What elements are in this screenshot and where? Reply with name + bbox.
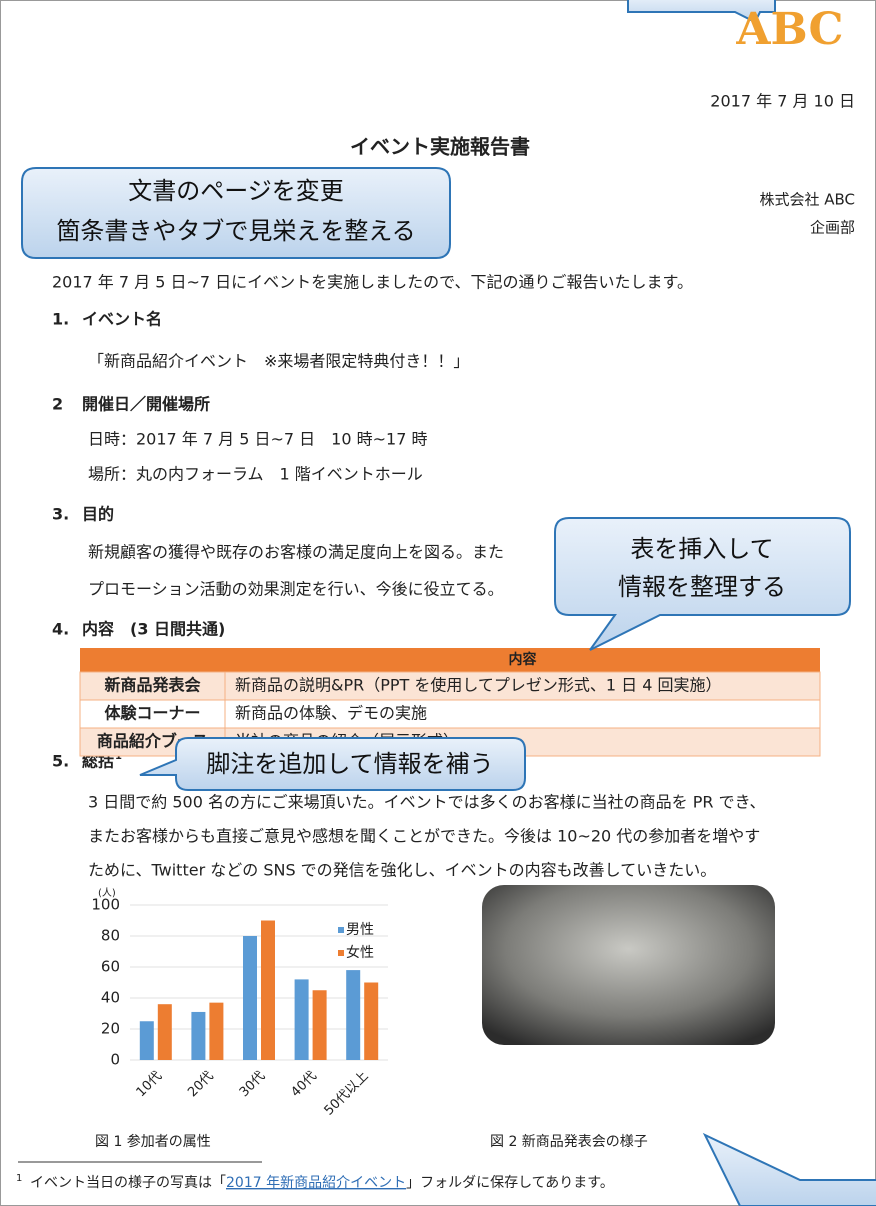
- footnote-mark: 1: [16, 1173, 22, 1184]
- section-heading: 開催日／開催場所: [82, 395, 210, 414]
- bar: [158, 1004, 172, 1060]
- section-line: ために、Twitter などの SNS での発信を強化し、イベントの内容も改善し…: [88, 861, 716, 880]
- bar: [140, 1021, 154, 1060]
- intro: 2017 年 7 月 5 日~7 日にイベントを実施しましたので、下記の通りご報…: [52, 273, 693, 292]
- section-line: 新規顧客の獲得や既存のお客様の満足度向上を図る。また: [88, 543, 504, 562]
- bar: [243, 936, 257, 1060]
- legend-swatch: [338, 950, 344, 956]
- table-cell: 新商品発表会: [104, 676, 200, 695]
- legend-swatch: [338, 927, 344, 933]
- legend-label: 女性: [346, 944, 374, 961]
- table-header-cell: 内容: [509, 651, 537, 668]
- section-number: 5.: [52, 752, 69, 771]
- y-tick-label: 80: [101, 927, 120, 945]
- table-cell: 新商品の体験、デモの実施: [235, 704, 427, 723]
- table-cell: 体験コーナー: [104, 704, 200, 723]
- section-number: 2: [52, 395, 63, 414]
- bar: [261, 921, 275, 1061]
- section-line: 場所：丸の内フォーラム 1 階イベントホール: [88, 465, 423, 484]
- table-cell: 新商品の説明&PR（PPT を使用してプレゼン形式、1 日 4 回実施）: [235, 676, 722, 695]
- logo: ABC: [735, 4, 843, 55]
- bar: [364, 983, 378, 1061]
- callout-text: 表を挿入して: [630, 535, 773, 563]
- section-number: 1.: [52, 310, 69, 329]
- footnote-text: イベント当日の様子の写真は「: [30, 1175, 226, 1191]
- section-number: 4.: [52, 620, 69, 639]
- footnote-text: 」フォルダに保存してあります。: [406, 1175, 614, 1191]
- footnote: イベント当日の様子の写真は「2017 年新商品紹介イベント」フォルダに保存してあ…: [30, 1175, 614, 1191]
- table-header: [80, 648, 820, 672]
- caption: 図 1 参加者の属性: [95, 1133, 211, 1150]
- y-tick-label: 40: [101, 989, 120, 1007]
- section-heading: 目的: [82, 505, 114, 524]
- section-number: 3.: [52, 505, 69, 524]
- caption: 図 2 新商品発表会の様子: [490, 1134, 648, 1150]
- bar: [209, 1003, 223, 1060]
- y-tick-label: 20: [101, 1020, 120, 1038]
- bar: [295, 979, 309, 1060]
- bar: [191, 1012, 205, 1060]
- callout-text: 文書のページを変更: [128, 177, 344, 205]
- page: ABC 2017 年 7 月 10 日 イベント実施報告書 株式会社 ABC 企…: [0, 0, 876, 1206]
- section-line: 「新商品紹介イベント ※来場者限定特典付き！！」: [88, 352, 469, 371]
- callout-text: 脚注を追加して情報を補う: [206, 750, 493, 778]
- photo: [482, 885, 775, 1045]
- y-tick-label: 100: [91, 896, 120, 914]
- footnote-link[interactable]: 2017 年新商品紹介イベント: [226, 1175, 406, 1191]
- y-tick-label: 60: [101, 958, 120, 976]
- callout-text: 箇条書きやタブで見栄えを整える: [56, 217, 415, 245]
- doc-title: イベント実施報告書: [350, 135, 530, 159]
- document: ABC 2017 年 7 月 10 日 イベント実施報告書 株式会社 ABC 企…: [0, 0, 876, 1206]
- bar: [313, 990, 327, 1060]
- section-line: 日時：2017 年 7 月 5 日~7 日 10 時~17 時: [88, 430, 427, 449]
- section-line: プロモーション活動の効果測定を行い、今後に役立てる。: [88, 580, 504, 599]
- legend-label: 男性: [346, 922, 374, 938]
- section-line: またお客様からも直接ご意見や感想を聞くことができた。今後は 10~20 代の参加…: [88, 827, 760, 846]
- section-line: 3 日間で約 500 名の方にご来場頂いた。イベントでは多くのお客様に当社の商品…: [88, 793, 765, 812]
- date: 2017 年 7 月 10 日: [710, 92, 855, 111]
- department: 企画部: [810, 219, 855, 237]
- company: 株式会社 ABC: [759, 191, 855, 209]
- callout-text: 情報を整理する: [618, 573, 786, 601]
- section-heading: 内容 (3 日間共通): [82, 620, 225, 639]
- section-heading: イベント名: [82, 310, 162, 329]
- bar: [346, 970, 360, 1060]
- y-tick-label: 0: [110, 1051, 120, 1069]
